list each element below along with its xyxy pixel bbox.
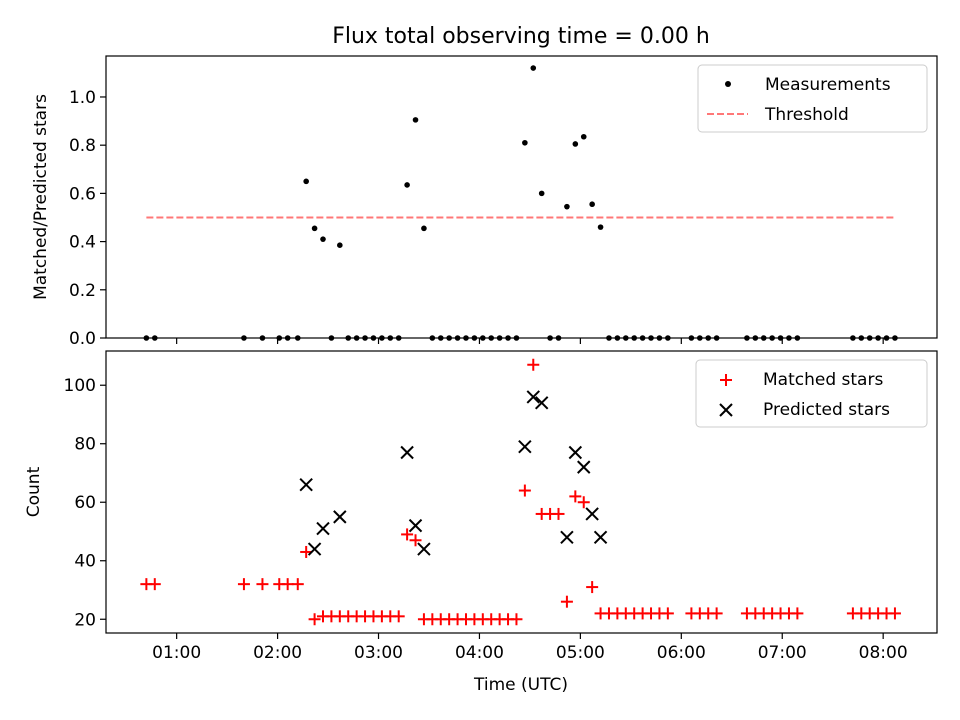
bottom-y-tick-label: 80 <box>74 435 96 455</box>
matched-star-point <box>300 545 313 558</box>
top-y-axis-label: Matched/Predicted stars <box>31 94 51 300</box>
measurement-point <box>311 225 318 232</box>
matched-star-point <box>527 358 540 371</box>
matched-star-point <box>291 578 304 591</box>
top-y-tick-label: 0.8 <box>69 136 96 156</box>
top-x-ticks <box>176 338 884 344</box>
measurement-point <box>538 190 545 197</box>
top-y-tick-label: 1.0 <box>69 88 96 108</box>
top-panel: 0.0 0.2 0.4 0.6 0.8 1.0 Matched/Predicted sta… <box>31 55 938 349</box>
predicted-star-point <box>299 477 313 492</box>
top-y-ticks: 0.0 0.2 0.4 0.6 0.8 1.0 <box>69 88 106 349</box>
matched-star-point <box>237 578 250 591</box>
measurement-point <box>303 178 309 185</box>
measurement-point <box>320 236 326 242</box>
matched-star-point <box>256 578 269 591</box>
matched-star-point <box>148 578 161 591</box>
measurement-point <box>412 117 419 123</box>
matched-star-point <box>518 484 531 497</box>
predicted-star-point <box>560 530 574 545</box>
top-y-tick-label: 0.2 <box>69 281 96 301</box>
bottom-plot-frame <box>105 350 938 634</box>
matched-star-point <box>401 528 414 541</box>
bottom-y-tick-label: 40 <box>74 552 96 572</box>
bottom-panel: 20 40 60 80 100 01:00 02:00 03:00 04:00 05:00 06:… <box>24 350 938 695</box>
measurement-point <box>522 139 528 146</box>
predicted-star-point <box>518 439 532 454</box>
measurement-point <box>337 242 343 249</box>
x-tick-label: 04:00 <box>455 643 504 663</box>
matched-star-point <box>586 581 599 594</box>
top-plot-frame <box>105 55 938 339</box>
x-tick-label: 03:00 <box>354 643 403 663</box>
matched-star-point <box>308 613 321 626</box>
legend-matched-marker <box>720 374 732 386</box>
x-tick-label: 02:00 <box>253 643 302 663</box>
matched-star-point <box>281 578 294 591</box>
matched-star-point <box>409 534 422 547</box>
matched-star-point <box>661 607 674 620</box>
bottom-x-ticks: 01:00 02:00 03:00 04:00 05:00 06:00 07:00 08:00 <box>152 633 908 663</box>
top-y-tick-label: 0.6 <box>69 184 96 204</box>
predicted-star-point <box>417 542 431 556</box>
x-axis-label: Time (UTC) <box>473 675 568 695</box>
predicted-star-point <box>333 510 347 524</box>
bottom-y-axis-label: Count <box>24 466 44 517</box>
predicted-star-point <box>307 542 322 556</box>
bottom-y-tick-label: 60 <box>74 493 96 513</box>
legend-predicted-marker <box>719 403 733 417</box>
legend-matched-label: Matched stars <box>763 370 883 390</box>
bottom-y-ticks: 20 40 60 80 100 <box>64 376 106 630</box>
matched-star-point <box>888 607 901 620</box>
matched-star-point <box>552 507 565 520</box>
predicted-star-point <box>534 396 549 410</box>
top-y-tick-label: 0.4 <box>69 233 96 253</box>
predicted-star-point <box>585 507 599 521</box>
measurement-point <box>597 224 604 230</box>
measurement-point <box>580 133 587 140</box>
top-y-tick-label: 0.0 <box>69 329 96 349</box>
bottom-y-tick-label: 20 <box>74 610 96 630</box>
predicted-star-point <box>316 521 330 536</box>
legend-threshold-label: Threshold <box>764 105 849 125</box>
top-legend: Measurements Threshold <box>697 64 928 133</box>
bottom-y-tick-label: 100 <box>64 376 96 396</box>
chart-title: Flux total observing time = 0.00 h <box>332 24 710 49</box>
matched-star-point <box>710 607 723 620</box>
predicted-stars-points <box>299 390 608 556</box>
matched-star-point <box>569 490 582 503</box>
x-tick-label: 07:00 <box>758 643 807 663</box>
predicted-star-point <box>408 518 423 533</box>
x-tick-label: 01:00 <box>152 643 201 663</box>
measurement-point <box>589 201 595 208</box>
matched-star-point <box>791 607 804 620</box>
predicted-star-point <box>568 445 583 460</box>
measurement-point <box>404 182 410 188</box>
measurement-point <box>572 141 579 147</box>
x-tick-label: 08:00 <box>859 643 908 663</box>
measurement-point <box>564 203 570 210</box>
x-tick-label: 05:00 <box>556 643 605 663</box>
matched-star-point <box>560 595 573 608</box>
matched-star-point <box>577 496 590 509</box>
matched-stars-points <box>140 358 901 626</box>
measurement-point <box>530 65 537 71</box>
matched-star-point <box>510 613 523 626</box>
predicted-star-point <box>577 460 591 474</box>
predicted-star-point <box>526 390 540 404</box>
bottom-legend: Matched stars Predicted stars <box>695 359 928 428</box>
legend-measurements-marker <box>725 81 731 87</box>
legend-measurements-label: Measurements <box>765 75 891 95</box>
predicted-star-point <box>400 445 414 460</box>
legend-predicted-label: Predicted stars <box>763 400 890 420</box>
measurement-point <box>421 225 427 232</box>
matched-star-point <box>392 610 405 623</box>
predicted-star-point <box>593 530 608 545</box>
x-tick-label: 06:00 <box>657 643 706 663</box>
